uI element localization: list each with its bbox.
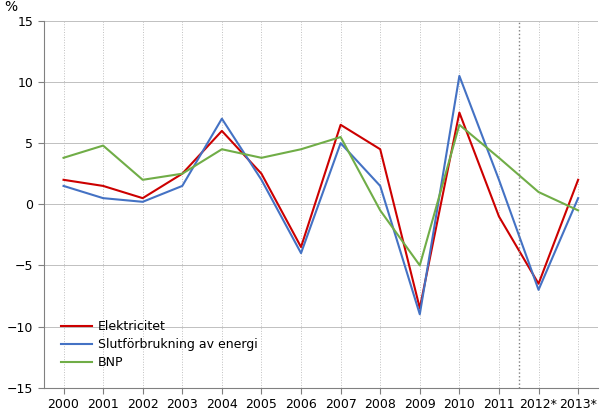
Slutförbrukning av energi xyxy=(100,196,107,201)
Elektricitet xyxy=(574,177,582,182)
BNP xyxy=(456,122,463,127)
BNP xyxy=(297,147,305,152)
Slutförbrukning av energi xyxy=(139,199,146,204)
BNP xyxy=(574,208,582,213)
BNP xyxy=(139,177,146,182)
Slutförbrukning av energi xyxy=(337,140,344,145)
BNP xyxy=(337,135,344,140)
Slutförbrukning av energi xyxy=(574,196,582,201)
Slutförbrukning av energi xyxy=(376,184,384,189)
Slutförbrukning av energi xyxy=(416,312,424,317)
Elektricitet xyxy=(535,281,542,286)
BNP xyxy=(535,189,542,194)
BNP xyxy=(495,155,503,161)
Line: BNP: BNP xyxy=(64,125,578,265)
Y-axis label: %: % xyxy=(4,0,17,13)
Elektricitet xyxy=(337,122,344,127)
BNP xyxy=(60,155,67,161)
Slutförbrukning av energi xyxy=(535,287,542,292)
Line: Slutförbrukning av energi: Slutförbrukning av energi xyxy=(64,76,578,314)
Slutförbrukning av energi xyxy=(219,116,226,121)
Elektricitet xyxy=(139,196,146,201)
Slutförbrukning av energi xyxy=(297,251,305,256)
BNP xyxy=(219,147,226,152)
Elektricitet xyxy=(297,245,305,250)
Elektricitet xyxy=(416,306,424,311)
Elektricitet xyxy=(219,128,226,133)
Slutförbrukning av energi xyxy=(495,177,503,182)
Legend: Elektricitet, Slutförbrukning av energi, BNP: Elektricitet, Slutförbrukning av energi,… xyxy=(55,315,263,374)
BNP xyxy=(258,155,265,161)
Slutförbrukning av energi xyxy=(456,74,463,79)
Elektricitet xyxy=(178,171,186,176)
Elektricitet xyxy=(100,184,107,189)
Slutförbrukning av energi xyxy=(60,184,67,189)
Elektricitet xyxy=(456,110,463,115)
Elektricitet xyxy=(258,171,265,176)
BNP xyxy=(416,263,424,268)
BNP xyxy=(376,208,384,213)
Elektricitet xyxy=(376,147,384,152)
BNP xyxy=(100,143,107,148)
Slutförbrukning av energi xyxy=(258,177,265,182)
Slutförbrukning av energi xyxy=(178,184,186,189)
BNP xyxy=(178,171,186,176)
Elektricitet xyxy=(495,214,503,219)
Line: Elektricitet: Elektricitet xyxy=(64,112,578,308)
Elektricitet xyxy=(60,177,67,182)
